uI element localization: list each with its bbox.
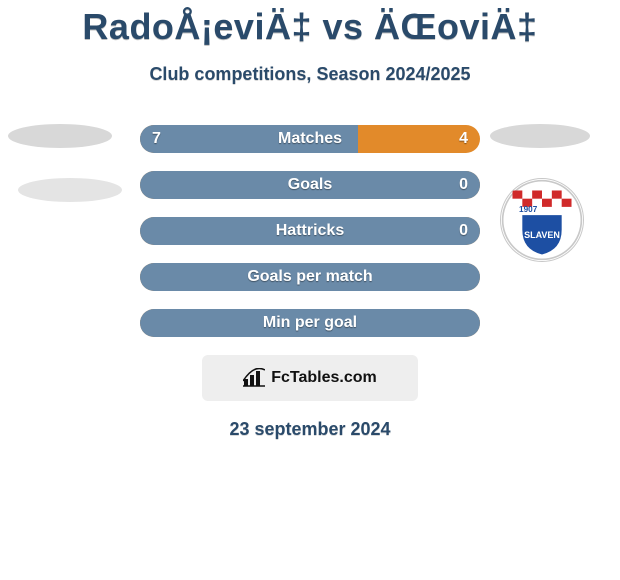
stat-row-label: Goals per match [140,263,480,291]
footer-brand: FcTables.com [202,355,418,401]
player-photo-left-1-placeholder [8,124,112,148]
stat-value-left: 7 [152,125,161,153]
stat-row-label: Goals [140,171,480,199]
stat-row: Min per goal [140,309,480,337]
club-crest-icon: 1907 SLAVEN [501,179,583,261]
stat-row: Hattricks0 [140,217,480,245]
stat-row: Goals0 [140,171,480,199]
bar-chart-icon [243,368,265,388]
stat-row: Matches7 4 [140,125,480,153]
stat-value-right: 0 [459,171,468,199]
club-badge-right: 1907 SLAVEN [500,178,584,262]
svg-text:1907: 1907 [519,205,538,214]
stat-row: Goals per match [140,263,480,291]
stat-row-label: Matches [140,125,480,153]
subtitle: Club competitions, Season 2024/2025 [0,64,620,85]
svg-text:SLAVEN: SLAVEN [524,230,560,240]
date-text: 23 september 2024 [0,419,620,440]
stat-row-label: Min per goal [140,309,480,337]
stat-value-right: 4 [459,125,468,153]
player-photo-right-1-placeholder [490,124,590,148]
stat-row-label: Hattricks [140,217,480,245]
player-photo-left-2-placeholder [18,178,122,202]
stat-value-right: 0 [459,217,468,245]
page-title: RadoÅ¡eviÄ‡ vs ÄŒoviÄ‡ [0,0,620,48]
footer-brand-text: FcTables.com [271,369,377,387]
